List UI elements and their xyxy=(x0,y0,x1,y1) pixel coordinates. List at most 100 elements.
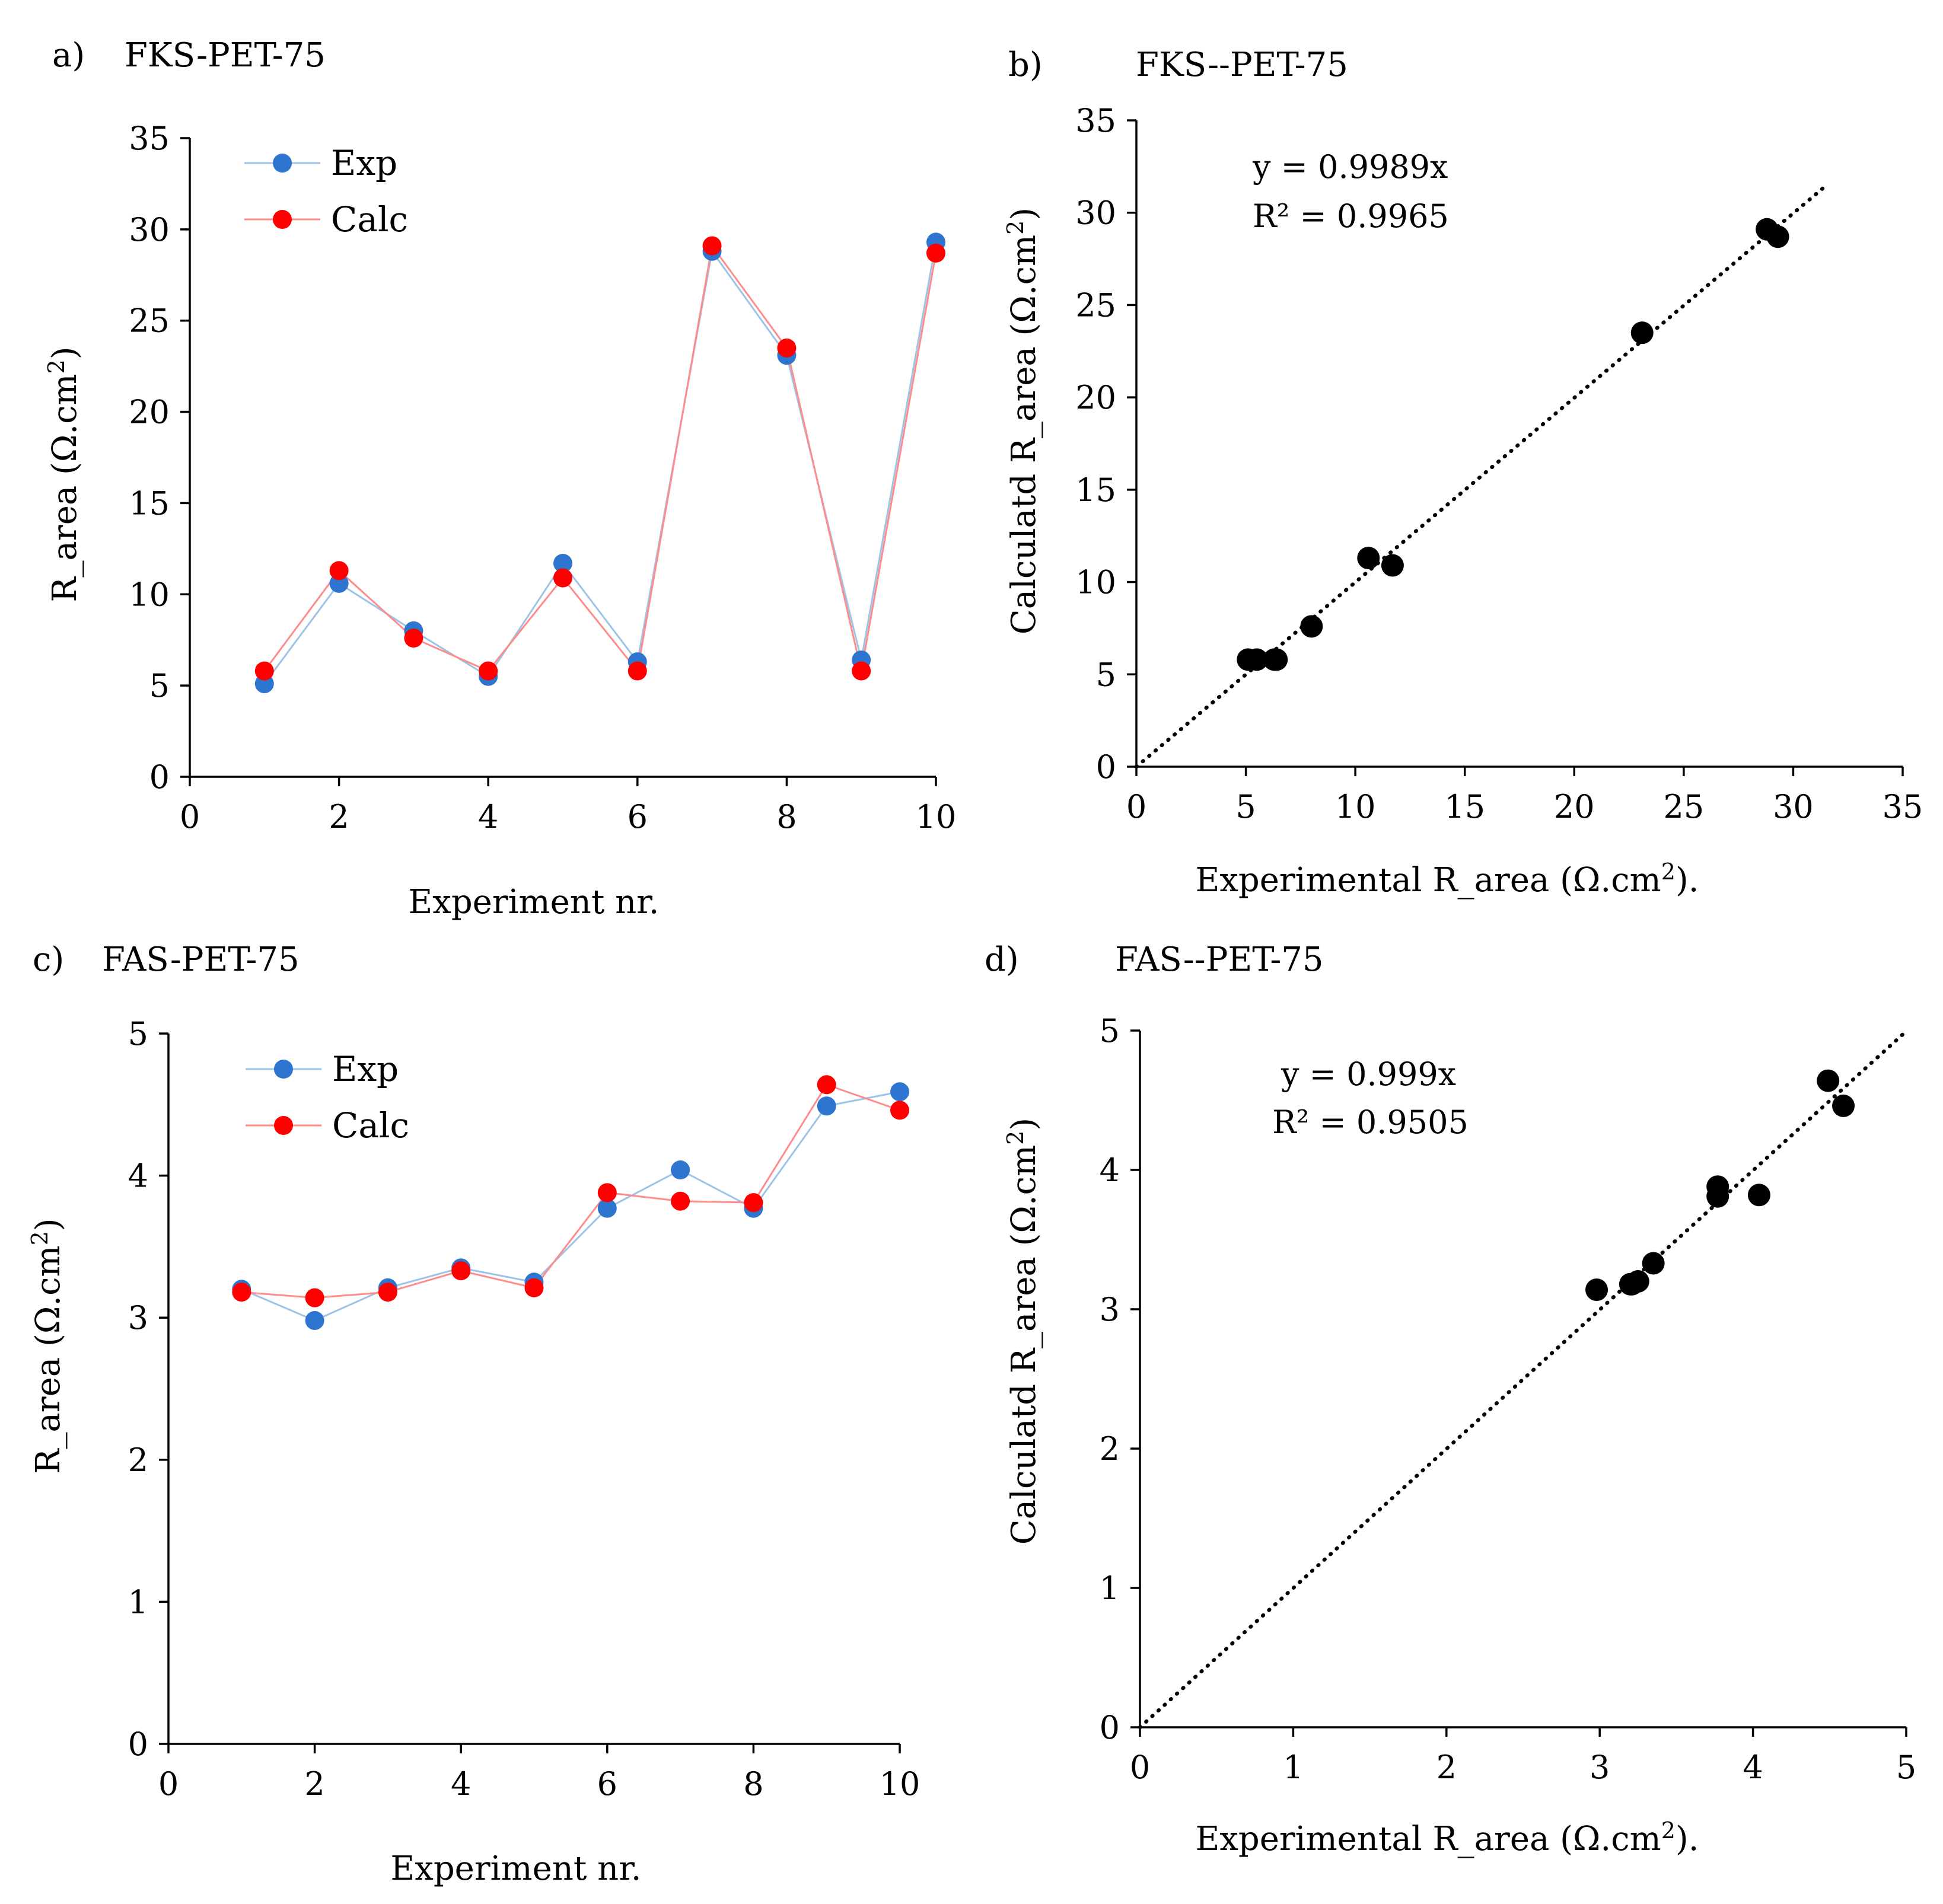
data-point-calc xyxy=(378,1283,397,1302)
legend-calc-label: Calc xyxy=(331,199,408,240)
data-point-exp xyxy=(890,1082,909,1102)
panel-a-fks-line-chart: a) FKS-PET-75 Exp Calc R_area (Ω.cm2) Ex… xyxy=(43,36,660,921)
series-line-exp xyxy=(241,1090,900,1322)
panel-b-y-axis-title: Calculatd R_area (Ω.cm2) xyxy=(1002,208,1043,634)
panel-a-label: a) xyxy=(52,36,85,75)
y-tick-label: 2 xyxy=(1100,1430,1120,1468)
panel-d-y-axis-title: Calculatd R_area (Ω.cm2) xyxy=(1002,1118,1043,1545)
data-point-calc xyxy=(628,661,647,681)
panel-d-marks: 0 1 2 3 4 5 0 1 2 3 4 5 xyxy=(1100,1012,1917,1786)
panel-a-x-axis-title: Experiment nr. xyxy=(408,883,659,921)
scatter-point xyxy=(1642,1252,1665,1275)
data-point-exp xyxy=(597,1198,617,1218)
x-tick-label: 5 xyxy=(1235,788,1256,825)
x-tick-label: 1 xyxy=(1283,1749,1303,1786)
data-point-calc xyxy=(329,561,349,581)
y-tick-label: 0 xyxy=(1100,1709,1120,1746)
scatter-point xyxy=(1620,1272,1643,1296)
scatter-point xyxy=(1300,615,1323,638)
x-tick-label: 30 xyxy=(1773,788,1814,825)
panel-b-label: b) xyxy=(1008,46,1043,84)
panel-c-fas-line-chart: c) FAS-PET-75 Exp Calc R_area (Ω.cm2) Ex… xyxy=(27,940,642,1888)
series-line-exp xyxy=(263,242,937,684)
y-tick-label: 25 xyxy=(129,302,170,340)
data-point-calc xyxy=(524,1278,544,1297)
panel-b-marks: 0 5 10 15 20 25 30 35 0 5 10 15 20 25 30 35 xyxy=(1075,102,1923,825)
trendline xyxy=(1138,1029,1909,1730)
x-tick-label: 0 xyxy=(1130,1749,1150,1786)
x-tick-label: 5 xyxy=(1896,1749,1916,1786)
x-tick-label: 4 xyxy=(478,798,498,835)
x-tick-label: 0 xyxy=(1126,788,1146,825)
panel-d-label: d) xyxy=(985,940,1019,979)
x-tick-label: 4 xyxy=(1743,1749,1763,1786)
legend-calc-marker xyxy=(273,210,292,229)
data-point-exp xyxy=(553,553,572,573)
y-tick-label: 30 xyxy=(129,211,170,248)
panel-a-marks: 0 2 4 6 8 10 0 5 10 15 20 25 30 35 xyxy=(129,120,956,835)
data-point-calc xyxy=(479,661,498,681)
x-tick-label: 0 xyxy=(158,1765,179,1803)
scatter-point xyxy=(1832,1094,1855,1117)
scatter-point xyxy=(1766,225,1789,248)
panel-c-title: FAS-PET-75 xyxy=(102,940,300,979)
y-tick-label: 4 xyxy=(128,1157,148,1195)
y-tick-label: 10 xyxy=(129,576,170,613)
legend-exp-label: Exp xyxy=(331,143,397,183)
y-tick-label: 0 xyxy=(149,758,170,796)
data-point-calc xyxy=(254,661,274,681)
y-tick-label: 30 xyxy=(1075,194,1116,232)
panel-d-r-squared: R² = 0.9505 xyxy=(1272,1104,1469,1141)
data-point-exp xyxy=(671,1160,690,1180)
data-point-exp xyxy=(817,1096,836,1116)
y-tick-label: 25 xyxy=(1075,286,1116,324)
legend-exp-label: Exp xyxy=(332,1049,399,1089)
trendline xyxy=(1134,183,1829,769)
scatter-point xyxy=(1747,1184,1770,1207)
x-tick-label: 8 xyxy=(743,1765,763,1803)
data-point-calc xyxy=(926,243,945,263)
scatter-point xyxy=(1357,547,1380,570)
x-tick-label: 8 xyxy=(776,798,797,835)
panel-a-title: FKS-PET-75 xyxy=(125,36,326,75)
legend-exp-marker xyxy=(273,154,292,173)
data-point-calc xyxy=(852,661,871,681)
y-tick-label: 15 xyxy=(129,484,170,522)
scatter-point xyxy=(1630,321,1654,345)
x-tick-label: 3 xyxy=(1590,1749,1610,1786)
y-tick-label: 5 xyxy=(128,1015,148,1053)
x-tick-label: 10 xyxy=(1335,788,1376,825)
data-point-exp xyxy=(305,1310,324,1330)
y-tick-label: 3 xyxy=(1100,1291,1120,1328)
data-point-calc xyxy=(305,1288,324,1307)
x-tick-label: 10 xyxy=(916,798,957,835)
x-tick-label: 6 xyxy=(597,1765,617,1803)
x-tick-label: 0 xyxy=(180,798,200,835)
scatter-point xyxy=(1246,648,1269,671)
x-tick-label: 2 xyxy=(1436,1749,1457,1786)
x-tick-label: 2 xyxy=(304,1765,324,1803)
data-point-calc xyxy=(553,568,572,588)
panel-a-y-axis-title: R_area (Ω.cm2) xyxy=(43,346,84,602)
panel-d-title: FAS--PET-75 xyxy=(1115,940,1324,979)
data-point-calc xyxy=(404,629,423,648)
x-tick-label: 10 xyxy=(880,1765,920,1803)
legend-calc-label: Calc xyxy=(332,1105,409,1146)
panel-c-label: c) xyxy=(33,940,64,979)
data-point-calc xyxy=(817,1075,836,1095)
y-tick-label: 5 xyxy=(1096,656,1116,693)
scatter-point xyxy=(1706,1185,1729,1208)
x-tick-label: 4 xyxy=(451,1765,471,1803)
y-tick-label: 0 xyxy=(1096,748,1116,786)
panel-b-title: FKS--PET-75 xyxy=(1136,46,1348,84)
series-line-calc xyxy=(241,1083,900,1299)
y-tick-label: 15 xyxy=(1075,471,1116,509)
scatter-point xyxy=(1817,1069,1840,1092)
x-tick-label: 25 xyxy=(1663,788,1704,825)
legend-exp-marker xyxy=(274,1060,293,1079)
y-tick-label: 35 xyxy=(129,120,170,157)
panel-c-y-axis-title: R_area (Ω.cm2) xyxy=(27,1218,68,1474)
y-tick-label: 10 xyxy=(1075,564,1116,601)
y-tick-label: 5 xyxy=(149,667,170,704)
